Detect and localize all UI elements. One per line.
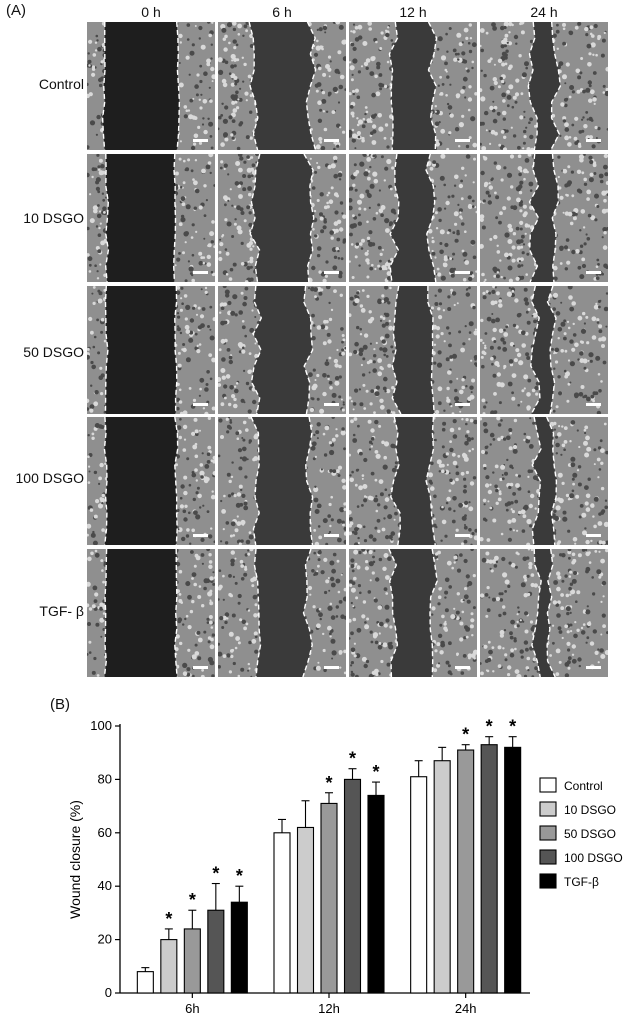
bar bbox=[183, 928, 201, 994]
bar bbox=[320, 802, 338, 994]
wound-micrograph bbox=[87, 549, 215, 677]
legend-label: 50 DSGO bbox=[564, 827, 616, 841]
scale-bar bbox=[193, 534, 208, 537]
wound-micrograph bbox=[218, 549, 346, 677]
panel-b-label: (B) bbox=[50, 696, 70, 713]
legend-label: TGF-β bbox=[564, 875, 599, 889]
column-label-24h: 24 h bbox=[530, 4, 558, 20]
wound-micrograph bbox=[87, 286, 215, 414]
scale-bar bbox=[455, 139, 470, 142]
legend-label: 10 DSGO bbox=[564, 803, 616, 817]
column-label-6h: 6 h bbox=[272, 4, 292, 20]
wound-micrograph bbox=[480, 22, 608, 150]
x-tick-label: 6h bbox=[185, 1001, 199, 1016]
legend-swatch bbox=[539, 849, 557, 865]
scale-bar bbox=[455, 666, 470, 669]
wound-micrograph bbox=[218, 417, 346, 545]
row-label-50-dsgo: 50 DSGO bbox=[23, 344, 84, 360]
scale-bar bbox=[586, 534, 601, 537]
column-label-0h: 0 h bbox=[141, 4, 161, 20]
bar bbox=[410, 776, 428, 994]
y-tick-label: 0 bbox=[105, 985, 112, 1000]
row-label-tgf-beta: TGF- β bbox=[39, 603, 84, 619]
wound-micrograph bbox=[480, 286, 608, 414]
wound-micrograph bbox=[349, 22, 477, 150]
legend-swatch bbox=[539, 777, 557, 793]
scale-bar bbox=[324, 139, 339, 142]
scale-bar bbox=[324, 534, 339, 537]
legend-label: Control bbox=[564, 779, 603, 793]
wound-micrograph bbox=[480, 154, 608, 282]
significance-star: * bbox=[325, 773, 332, 793]
scale-bar bbox=[586, 139, 601, 142]
scale-bar bbox=[586, 403, 601, 406]
bar bbox=[457, 749, 475, 994]
wound-micrograph bbox=[87, 154, 215, 282]
row-label-10-dsgo: 10 DSGO bbox=[23, 210, 84, 226]
scale-bar bbox=[193, 139, 208, 142]
wound-micrograph bbox=[349, 154, 477, 282]
significance-star: * bbox=[212, 864, 219, 884]
scale-bar bbox=[324, 403, 339, 406]
significance-star: * bbox=[486, 717, 493, 737]
legend-swatch bbox=[539, 825, 557, 841]
significance-star: * bbox=[189, 890, 196, 910]
scale-bar bbox=[455, 271, 470, 274]
significance-star: * bbox=[462, 725, 469, 745]
wound-micrograph bbox=[349, 286, 477, 414]
scale-bar bbox=[455, 534, 470, 537]
bar bbox=[136, 971, 154, 994]
bar bbox=[160, 939, 178, 994]
significance-star: * bbox=[509, 717, 516, 737]
wound-micrograph bbox=[349, 549, 477, 677]
bar bbox=[480, 744, 498, 994]
bar bbox=[343, 778, 362, 994]
y-tick-label: 100 bbox=[90, 718, 112, 733]
wound-micrograph bbox=[218, 286, 346, 414]
legend-swatch bbox=[539, 873, 557, 889]
wound-micrograph bbox=[218, 22, 346, 150]
y-tick-label: 40 bbox=[98, 878, 112, 893]
scale-bar bbox=[193, 271, 208, 274]
scale-bar bbox=[586, 271, 601, 274]
row-label-100-dsgo: 100 DSGO bbox=[15, 470, 84, 486]
significance-star: * bbox=[165, 909, 172, 929]
x-tick-label: 12h bbox=[318, 1001, 340, 1016]
scale-bar bbox=[193, 666, 208, 669]
bar bbox=[230, 901, 248, 994]
significance-star: * bbox=[349, 749, 356, 769]
x-tick-label: 24h bbox=[455, 1001, 477, 1016]
wound-micrograph bbox=[480, 417, 608, 545]
y-tick-label: 80 bbox=[98, 771, 112, 786]
bar bbox=[273, 832, 291, 994]
wound-micrograph bbox=[480, 549, 608, 677]
bar bbox=[207, 909, 225, 994]
scale-bar bbox=[324, 666, 339, 669]
y-axis-title: Wound closure (%) bbox=[67, 800, 83, 919]
wound-micrograph bbox=[218, 154, 346, 282]
wound-micrograph bbox=[87, 22, 215, 150]
scale-bar bbox=[586, 666, 601, 669]
significance-star: * bbox=[372, 762, 379, 782]
scale-bar bbox=[324, 271, 339, 274]
wound-closure-bar-chart: 0 20 40 60 80 100 Wound closure (%) * * * * 6h * * * 12… bbox=[67, 717, 623, 1016]
panel-a-label: (A) bbox=[6, 2, 26, 19]
wound-micrograph bbox=[349, 417, 477, 545]
scale-bar bbox=[193, 403, 208, 406]
scale-bar bbox=[455, 403, 470, 406]
wound-micrograph bbox=[87, 417, 215, 545]
significance-star: * bbox=[236, 866, 243, 886]
bar bbox=[504, 746, 522, 994]
bar bbox=[296, 826, 315, 994]
y-tick-label: 20 bbox=[98, 932, 112, 947]
legend-swatch bbox=[539, 801, 557, 817]
bar bbox=[433, 760, 451, 994]
column-label-12h: 12 h bbox=[399, 4, 427, 20]
row-label-control: Control bbox=[38, 76, 84, 92]
bar bbox=[367, 794, 385, 994]
y-tick-label: 60 bbox=[98, 825, 112, 840]
legend-label: 100 DSGO bbox=[564, 851, 623, 865]
